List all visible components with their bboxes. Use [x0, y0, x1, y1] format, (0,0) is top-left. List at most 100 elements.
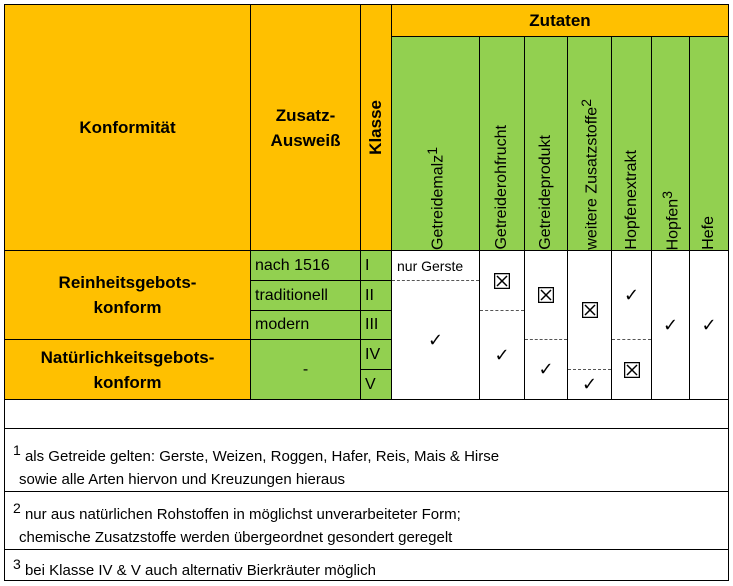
klasse-label: V	[365, 375, 376, 393]
data-area	[391, 250, 729, 400]
col-divider	[567, 250, 568, 400]
col-divider	[479, 250, 480, 400]
footnote-text: nur aus natürlichen Rohstoffen in möglic…	[24, 506, 461, 523]
header-zutaten: Zutaten	[391, 4, 729, 37]
group-line1: Natürlichkeitsgebots-	[40, 347, 215, 367]
row-divider	[568, 369, 611, 370]
footnote-line: sowie alle Arten hiervon und Kreuzungen …	[13, 468, 728, 491]
row-divider	[392, 280, 479, 281]
klasse-i: I	[360, 250, 392, 281]
ingredient-sup: 1	[423, 147, 440, 155]
ingredient-header-hopfenextrakt: Hopfenextrakt	[611, 36, 652, 251]
check-icon: ✓	[623, 284, 640, 305]
cell-getreideprodukt-bottom: ✓	[525, 340, 567, 399]
ingredient-label: Getreideprodukt	[537, 135, 554, 250]
cell-zusatzstoffe-top	[568, 251, 611, 369]
ingredient-header-hefe: Hefe	[689, 36, 729, 251]
ausweis-label: nach 1516	[255, 256, 330, 274]
crossed-box-icon	[494, 272, 510, 289]
footnote-text: als Getreide gelten: Gerste, Weizen, Rog…	[24, 448, 500, 465]
cell-getreidemalz-rest: ✓	[392, 281, 479, 399]
check-icon: ✓	[494, 344, 510, 365]
group-reinheitsgebot: Reinheitsgebots- konform	[4, 250, 251, 340]
cell-hopfenextrakt-top: ✓	[612, 251, 651, 339]
footnote-text: chemische Zusatzstoffe werden übergeordn…	[19, 529, 453, 546]
ingredient-label: weitere Zusatzstoffe	[583, 107, 601, 250]
group-line2: konform	[93, 298, 162, 317]
check-icon: ✓	[701, 314, 717, 335]
ausweis-none: -	[250, 339, 361, 400]
group-natuerlichkeitsgebot: Natürlichkeitsgebots- konform	[4, 339, 251, 400]
ingredient-sup: 3	[658, 190, 675, 199]
header-klasse-label: Klasse	[366, 100, 385, 155]
ingredient-header-getreideprodukt: Getreideprodukt	[524, 36, 568, 251]
ingredient-label: Hefe	[700, 216, 717, 250]
spacer-row	[4, 399, 729, 429]
ausweis-modern: modern	[250, 310, 361, 340]
footnote-text: bei Klasse IV & V auch alternativ Bierkr…	[24, 562, 376, 579]
footnote-sup: 1	[13, 442, 21, 458]
col-divider	[651, 250, 652, 400]
ingredient-header-getreiderohfrucht: Getreiderohfrucht	[479, 36, 525, 251]
ingredient-label: Getreiderohfrucht	[493, 125, 510, 250]
check-icon: ✓	[427, 329, 444, 350]
ingredient-sup: 2	[577, 99, 594, 108]
cell-getreiderohfrucht-rest: ✓	[480, 311, 524, 399]
ingredient-label: Hopfen	[664, 198, 682, 250]
klasse-ii: II	[360, 280, 392, 311]
ingredient-header-getreidemalz: Getreidemalz1	[391, 36, 480, 251]
cell-hopfen: ✓	[652, 251, 689, 399]
header-zusatz-ausweis: Zusatz- Ausweiß	[250, 4, 361, 251]
header-zusatz-ausweis-line1: Zusatz-	[275, 105, 336, 125]
nur-gerste-text: nur Gerste	[397, 257, 464, 274]
klasse-label: IV	[365, 345, 381, 363]
header-konformitaet: Konformität	[4, 4, 251, 251]
check-icon: ✓	[662, 314, 679, 335]
cell-hefe: ✓	[690, 251, 728, 399]
crossed-box-icon	[538, 287, 554, 303]
footnote-1: 1 als Getreide gelten: Gerste, Weizen, R…	[4, 428, 729, 492]
ingredient-label: Getreidemalz	[429, 154, 447, 250]
klasse-label: II	[365, 286, 374, 304]
header-klasse: Klasse	[360, 4, 392, 251]
footnote-line: 1 als Getreide gelten: Gerste, Weizen, R…	[13, 439, 728, 468]
footnote-line: 2 nur aus natürlichen Rohstoffen in mögl…	[13, 497, 728, 526]
cell-zusatzstoffe-bottom: ✓	[568, 370, 611, 399]
footnote-sup: 3	[13, 556, 21, 572]
group-line2: konform	[93, 372, 162, 392]
klasse-v: V	[360, 369, 392, 400]
klasse-label: III	[365, 316, 379, 333]
cell-getreideprodukt-top	[525, 251, 567, 339]
crossed-box-icon	[623, 361, 640, 378]
col-divider	[524, 250, 525, 400]
klasse-iv: IV	[360, 339, 392, 370]
col-divider	[611, 250, 612, 400]
ingredient-header-hopfen: Hopfen3	[651, 36, 690, 251]
footnote-line: 3 bei Klasse IV & V auch alternativ Bier…	[13, 553, 728, 582]
row-divider	[480, 310, 524, 311]
cell-getreidemalz-i: nur Gerste	[392, 251, 479, 280]
header-zusatz-ausweis-line2: Ausweiß	[270, 130, 341, 150]
ausweis-label: modern	[255, 316, 310, 333]
ausweis-label: -	[302, 360, 309, 378]
group-line1: Reinheitsgebots-	[58, 273, 197, 292]
klasse-iii: III	[360, 310, 392, 340]
ausweis-nach-1516: nach 1516	[250, 250, 361, 281]
header-konformitaet-label: Konformität	[79, 118, 176, 137]
footnote-sup: 2	[13, 500, 21, 516]
cell-hopfenextrakt-bottom	[612, 340, 651, 399]
ingredient-label: Hopfenextrakt	[622, 150, 640, 250]
row-divider	[612, 339, 651, 340]
klasse-label: I	[365, 256, 370, 274]
footnote-2: 2 nur aus natürlichen Rohstoffen in mögl…	[4, 491, 729, 550]
footnote-line: chemische Zusatzstoffe werden übergeordn…	[13, 526, 728, 549]
crossed-box-icon	[581, 302, 598, 318]
header-zutaten-label: Zutaten	[529, 11, 591, 30]
ausweis-label: traditionell	[255, 286, 328, 304]
ingredient-header-weitere-zusatzstoffe: weitere Zusatzstoffe2	[567, 36, 612, 251]
footnote-text: sowie alle Arten hiervon und Kreuzungen …	[19, 471, 346, 488]
footnote-3: 3 bei Klasse IV & V auch alternativ Bier…	[4, 549, 729, 581]
cell-getreiderohfrucht-i-iii-part	[480, 251, 524, 310]
check-icon: ✓	[581, 374, 598, 394]
col-divider	[689, 250, 690, 400]
